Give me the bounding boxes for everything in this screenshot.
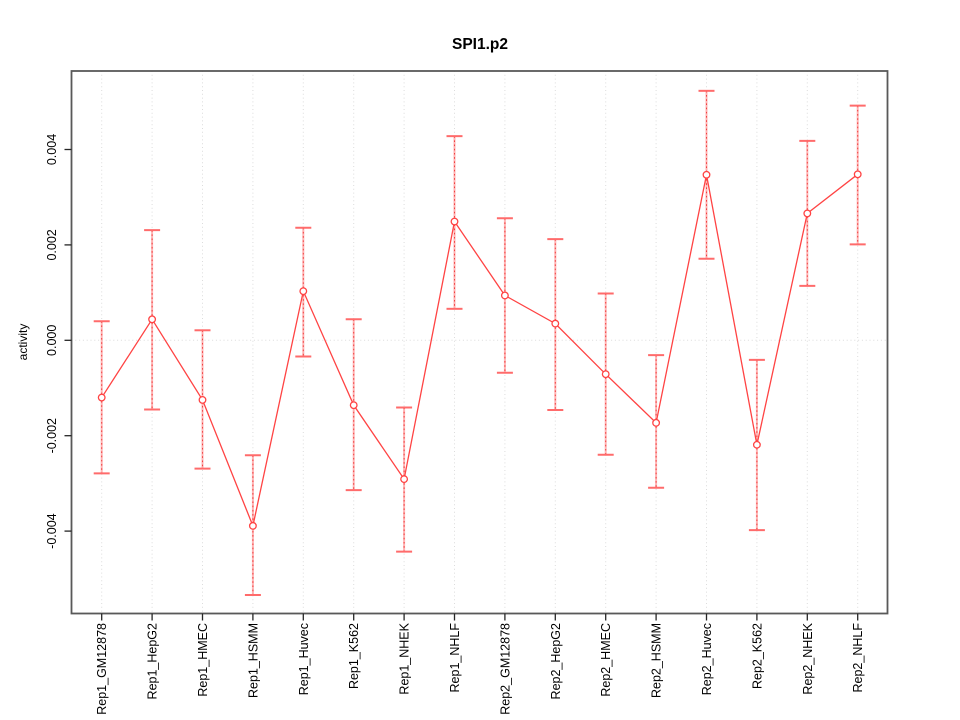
y-axis-label: activity — [16, 324, 30, 361]
data-point — [97, 393, 106, 402]
data-point — [500, 291, 509, 300]
x-tick-labels: Rep1_GM12878 Rep1_HepG2 Rep1_HMEC Rep1_HSMM… — [95, 622, 865, 714]
y-tick-label: 0.002 — [45, 229, 59, 260]
chart-title: SPI1.p2 — [452, 36, 508, 53]
data-point — [853, 170, 862, 179]
data-point — [299, 287, 308, 296]
x-tick-label: Rep2_HepG2 — [549, 623, 563, 699]
data-point — [349, 401, 358, 410]
x-tick-label: Rep1_NHLF — [448, 623, 462, 693]
x-tick-label: Rep2_NHLF — [851, 623, 865, 693]
x-tick-label: Rep2_K562 — [750, 623, 764, 689]
gridlines — [71, 71, 888, 614]
x-tick-label: Rep2_HSMM — [650, 623, 664, 698]
y-tick-labels: 0.004 0.002 0.000 -0.002 -0.004 — [45, 134, 59, 549]
data-point — [601, 370, 610, 379]
plot-border — [70, 70, 889, 615]
x-tick-label: Rep1_HepG2 — [146, 623, 160, 699]
x-tick-label: Rep2_Huvec — [700, 623, 714, 695]
x-tick-label: Rep1_HSMM — [246, 623, 260, 698]
x-tick-label: Rep1_Huvec — [297, 623, 311, 695]
data-point — [450, 217, 459, 226]
data-point — [198, 395, 207, 404]
series-line — [101, 173, 859, 529]
data-point — [752, 440, 761, 449]
data-point — [148, 315, 157, 324]
x-tick-label: Rep2_HMEC — [599, 623, 613, 697]
x-tick-label: Rep1_NHEK — [398, 622, 412, 694]
y-tick-label: -0.002 — [45, 418, 59, 453]
y-tick-label: -0.004 — [45, 513, 59, 548]
x-tick-label: Rep1_HMEC — [196, 623, 210, 697]
data-point — [702, 170, 711, 179]
error-bars — [93, 89, 866, 597]
data-point — [248, 521, 257, 530]
y-tick-label: 0.004 — [45, 134, 59, 165]
data-points — [97, 170, 862, 530]
data-point — [652, 418, 661, 427]
y-tick-label: 0.000 — [45, 325, 59, 356]
data-point — [551, 319, 560, 328]
data-point — [803, 209, 812, 218]
x-tick-label: Rep1_GM12878 — [95, 623, 109, 715]
x-tick-label: Rep2_GM12878 — [498, 623, 512, 715]
x-tick-label: Rep1_K562 — [347, 623, 361, 689]
axis-ticks — [64, 148, 859, 621]
data-point — [400, 475, 409, 484]
x-tick-label: Rep2_NHEK — [801, 622, 815, 694]
